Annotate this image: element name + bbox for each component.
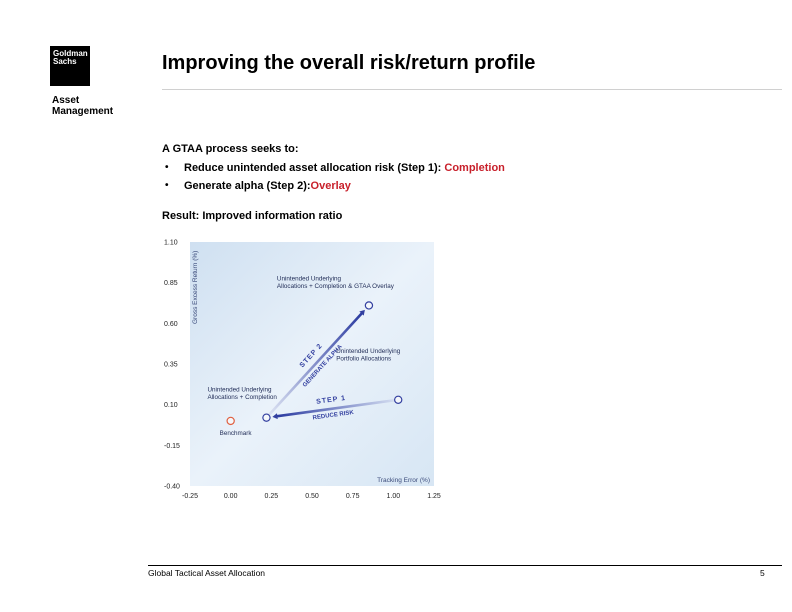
data-point-portfolio	[394, 395, 403, 404]
x-tick-label: 1.00	[387, 493, 401, 500]
data-point-overlay	[364, 301, 374, 310]
x-tick-label: 0.25	[265, 493, 279, 500]
point-label-completion: Allocations + Completion	[207, 394, 277, 401]
point-label-benchmark: Benchmark	[220, 430, 253, 437]
y-tick-label: -0.15	[164, 443, 180, 450]
y-tick-label: -0.40	[164, 484, 180, 491]
data-points	[226, 301, 403, 426]
x-tick-label: -0.25	[182, 493, 198, 500]
point-label-completion: Unintended Underlying	[207, 387, 272, 394]
y-axis: 1.10 0.85 0.60 0.35 0.10 -0.15 -0.40	[164, 240, 180, 491]
plot-area	[190, 242, 434, 486]
point-label-portfolio: Unintended Underlying	[336, 348, 401, 355]
y-axis-label: Gross Excess Return (%)	[192, 251, 199, 324]
page-title: Improving the overall risk/return profil…	[162, 52, 536, 74]
x-tick-label: 0.00	[224, 493, 238, 500]
bullet-highlight: Completion	[444, 162, 505, 174]
intro-text: A GTAA process seeks to:	[162, 143, 299, 155]
bullet-item-completion: Reduce unintended asset allocation risk …	[162, 159, 505, 177]
title-divider	[162, 89, 782, 90]
x-axis: -0.25 0.00 0.25 0.50 0.75 1.00 1.25	[182, 493, 441, 500]
risk-return-chart: 1.10 0.85 0.60 0.35 0.10 -0.15 -0.40 -0.25 0.00…	[164, 240, 441, 501]
arrow-step-label: STEP 1	[316, 395, 347, 406]
footer-title: Global Tactical Asset Allocation	[148, 568, 266, 578]
result-text: Result: Improved information ratio	[162, 210, 343, 222]
footer-divider	[148, 565, 782, 566]
logo-line-2: Sachs	[53, 57, 77, 66]
step-arrow	[262, 311, 364, 423]
x-tick-label: 0.75	[346, 493, 360, 500]
y-tick-label: 0.10	[164, 402, 178, 409]
point-label-overlay: Allocations + Completion & GTAA Overlay	[277, 283, 395, 290]
y-tick-label: 1.10	[164, 240, 178, 247]
x-tick-label: 1.25	[427, 493, 441, 500]
arrow-action-label: REDUCE RISK	[312, 410, 354, 422]
y-tick-label: 0.85	[164, 280, 178, 287]
x-axis-label: Tracking Error (%)	[377, 477, 430, 484]
brand-sub-line-1: Asset	[52, 95, 80, 106]
bullet-list: Reduce unintended asset allocation risk …	[162, 159, 505, 195]
x-tick-label: 0.50	[305, 493, 319, 500]
point-label-portfolio: Portfolio Allocations	[336, 355, 391, 362]
arrow-head	[359, 309, 365, 316]
y-tick-label: 0.60	[164, 321, 178, 328]
brand-sub-line-2: Management	[52, 106, 114, 117]
y-tick-label: 0.35	[164, 362, 178, 369]
goldman-sachs-logo: Goldman Sachs	[50, 46, 90, 86]
bullet-item-overlay: Generate alpha (Step 2):Overlay	[162, 177, 505, 195]
bullet-text: Reduce unintended asset allocation risk …	[184, 162, 445, 174]
page-number: 5	[760, 568, 765, 578]
bullet-text: Generate alpha (Step 2):	[184, 180, 311, 192]
brand-subtitle: Asset Management	[52, 95, 113, 117]
step-arrow	[276, 397, 404, 418]
data-point-completion	[262, 413, 271, 422]
logo-line-1: Goldman	[53, 49, 88, 58]
point-label-overlay: Unintended Underlying	[277, 275, 342, 282]
data-point-benchmark	[226, 416, 235, 426]
arrow-head	[272, 413, 278, 420]
bullet-highlight: Overlay	[310, 180, 351, 192]
